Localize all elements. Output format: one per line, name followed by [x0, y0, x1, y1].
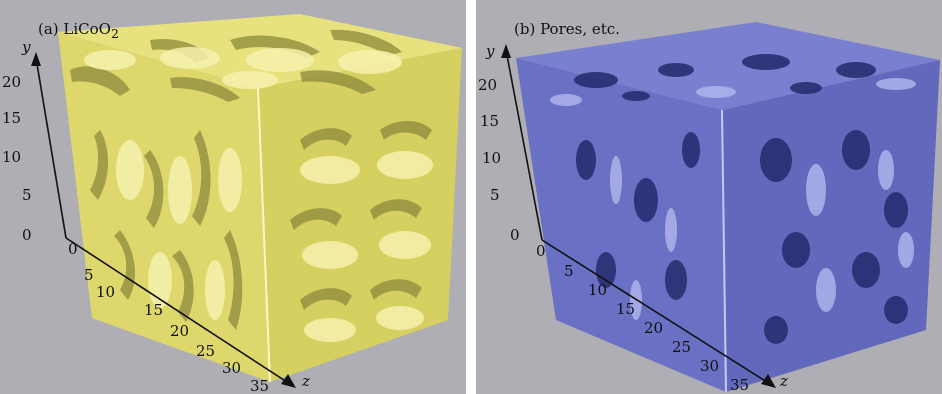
z-tick-25: 25: [196, 342, 215, 360]
pore-holes: [574, 54, 908, 344]
volume-edge: [721, 109, 727, 393]
y-axis-arrow: [501, 44, 511, 58]
volume-right-face: [258, 48, 462, 382]
volume-edge: [257, 87, 271, 383]
volume-right-face: [722, 60, 940, 392]
z-tick-10: 10: [588, 281, 607, 299]
z-axis-name: z: [779, 372, 788, 390]
y-axis-line: [35, 57, 67, 239]
y-axis-name: y: [485, 42, 495, 60]
panel-label-text: (b) Pores, etc.: [514, 20, 620, 38]
axes-pores: [505, 49, 771, 385]
volume-front-face: [516, 58, 726, 392]
y-axis-line: [505, 49, 543, 241]
y-axis-arrow: [31, 52, 41, 66]
panel-label: (b) Pores, etc.: [514, 20, 620, 41]
panel-label-subscript: 2: [110, 26, 119, 41]
y-tick-5: 5: [490, 186, 500, 204]
volume-top-face: [516, 22, 940, 110]
z-tick-30: 30: [700, 357, 719, 375]
z-tick-5: 5: [564, 262, 574, 280]
z-tick-15: 15: [144, 301, 163, 319]
render-pores: y z 0 5 10 15 20 0 5 10 15 20 25 30 35: [478, 22, 940, 394]
z-axis-arrow: [281, 374, 296, 388]
z-tick-20: 20: [644, 319, 663, 337]
z-axis-arrow: [761, 374, 776, 388]
panel-licoo2: y z 0 5 10 15 20 0 5 10 15 20 25 30 35 (…: [0, 0, 466, 394]
y-tick-0: 0: [510, 226, 520, 244]
y-axis-name: y: [21, 38, 31, 56]
panel-pores: y z 0 5 10 15 20 0 5 10 15 20 25 30 35 (…: [476, 0, 942, 394]
z-tick-25: 25: [672, 338, 691, 356]
panel-label-text: (a) LiCoO: [38, 20, 111, 38]
panel-label: (a) LiCoO2: [38, 20, 119, 41]
pore-highlights: [550, 78, 916, 320]
y-tick-0: 0: [22, 226, 32, 244]
z-tick-10: 10: [96, 283, 115, 301]
y-tick-10: 10: [2, 148, 21, 166]
z-tick-20: 20: [170, 322, 189, 340]
z-tick-0: 0: [536, 242, 546, 260]
render-licoo2: y z 0 5 10 15 20 0 5 10 15 20 25 30 35: [2, 14, 462, 394]
grain-highlights: [84, 47, 433, 342]
z-tick-15: 15: [616, 300, 635, 318]
y-tick-10: 10: [482, 149, 501, 167]
z-tick-35: 35: [250, 377, 269, 394]
y-tick-15: 15: [480, 112, 499, 130]
z-axis-name: z: [301, 372, 310, 390]
y-tick-20: 20: [2, 73, 21, 91]
axes-licoo2: [35, 57, 291, 385]
y-tick-20: 20: [478, 76, 497, 94]
z-tick-0: 0: [68, 240, 78, 258]
licoo2-volume: [58, 14, 462, 383]
z-tick-30: 30: [222, 359, 241, 377]
z-tick-5: 5: [84, 266, 94, 284]
z-tick-35: 35: [730, 376, 749, 394]
y-tick-15: 15: [2, 109, 21, 127]
pores-volume: [516, 22, 940, 393]
z-axis-line: [541, 239, 771, 385]
z-axis-line: [65, 237, 291, 385]
y-tick-5: 5: [22, 186, 32, 204]
